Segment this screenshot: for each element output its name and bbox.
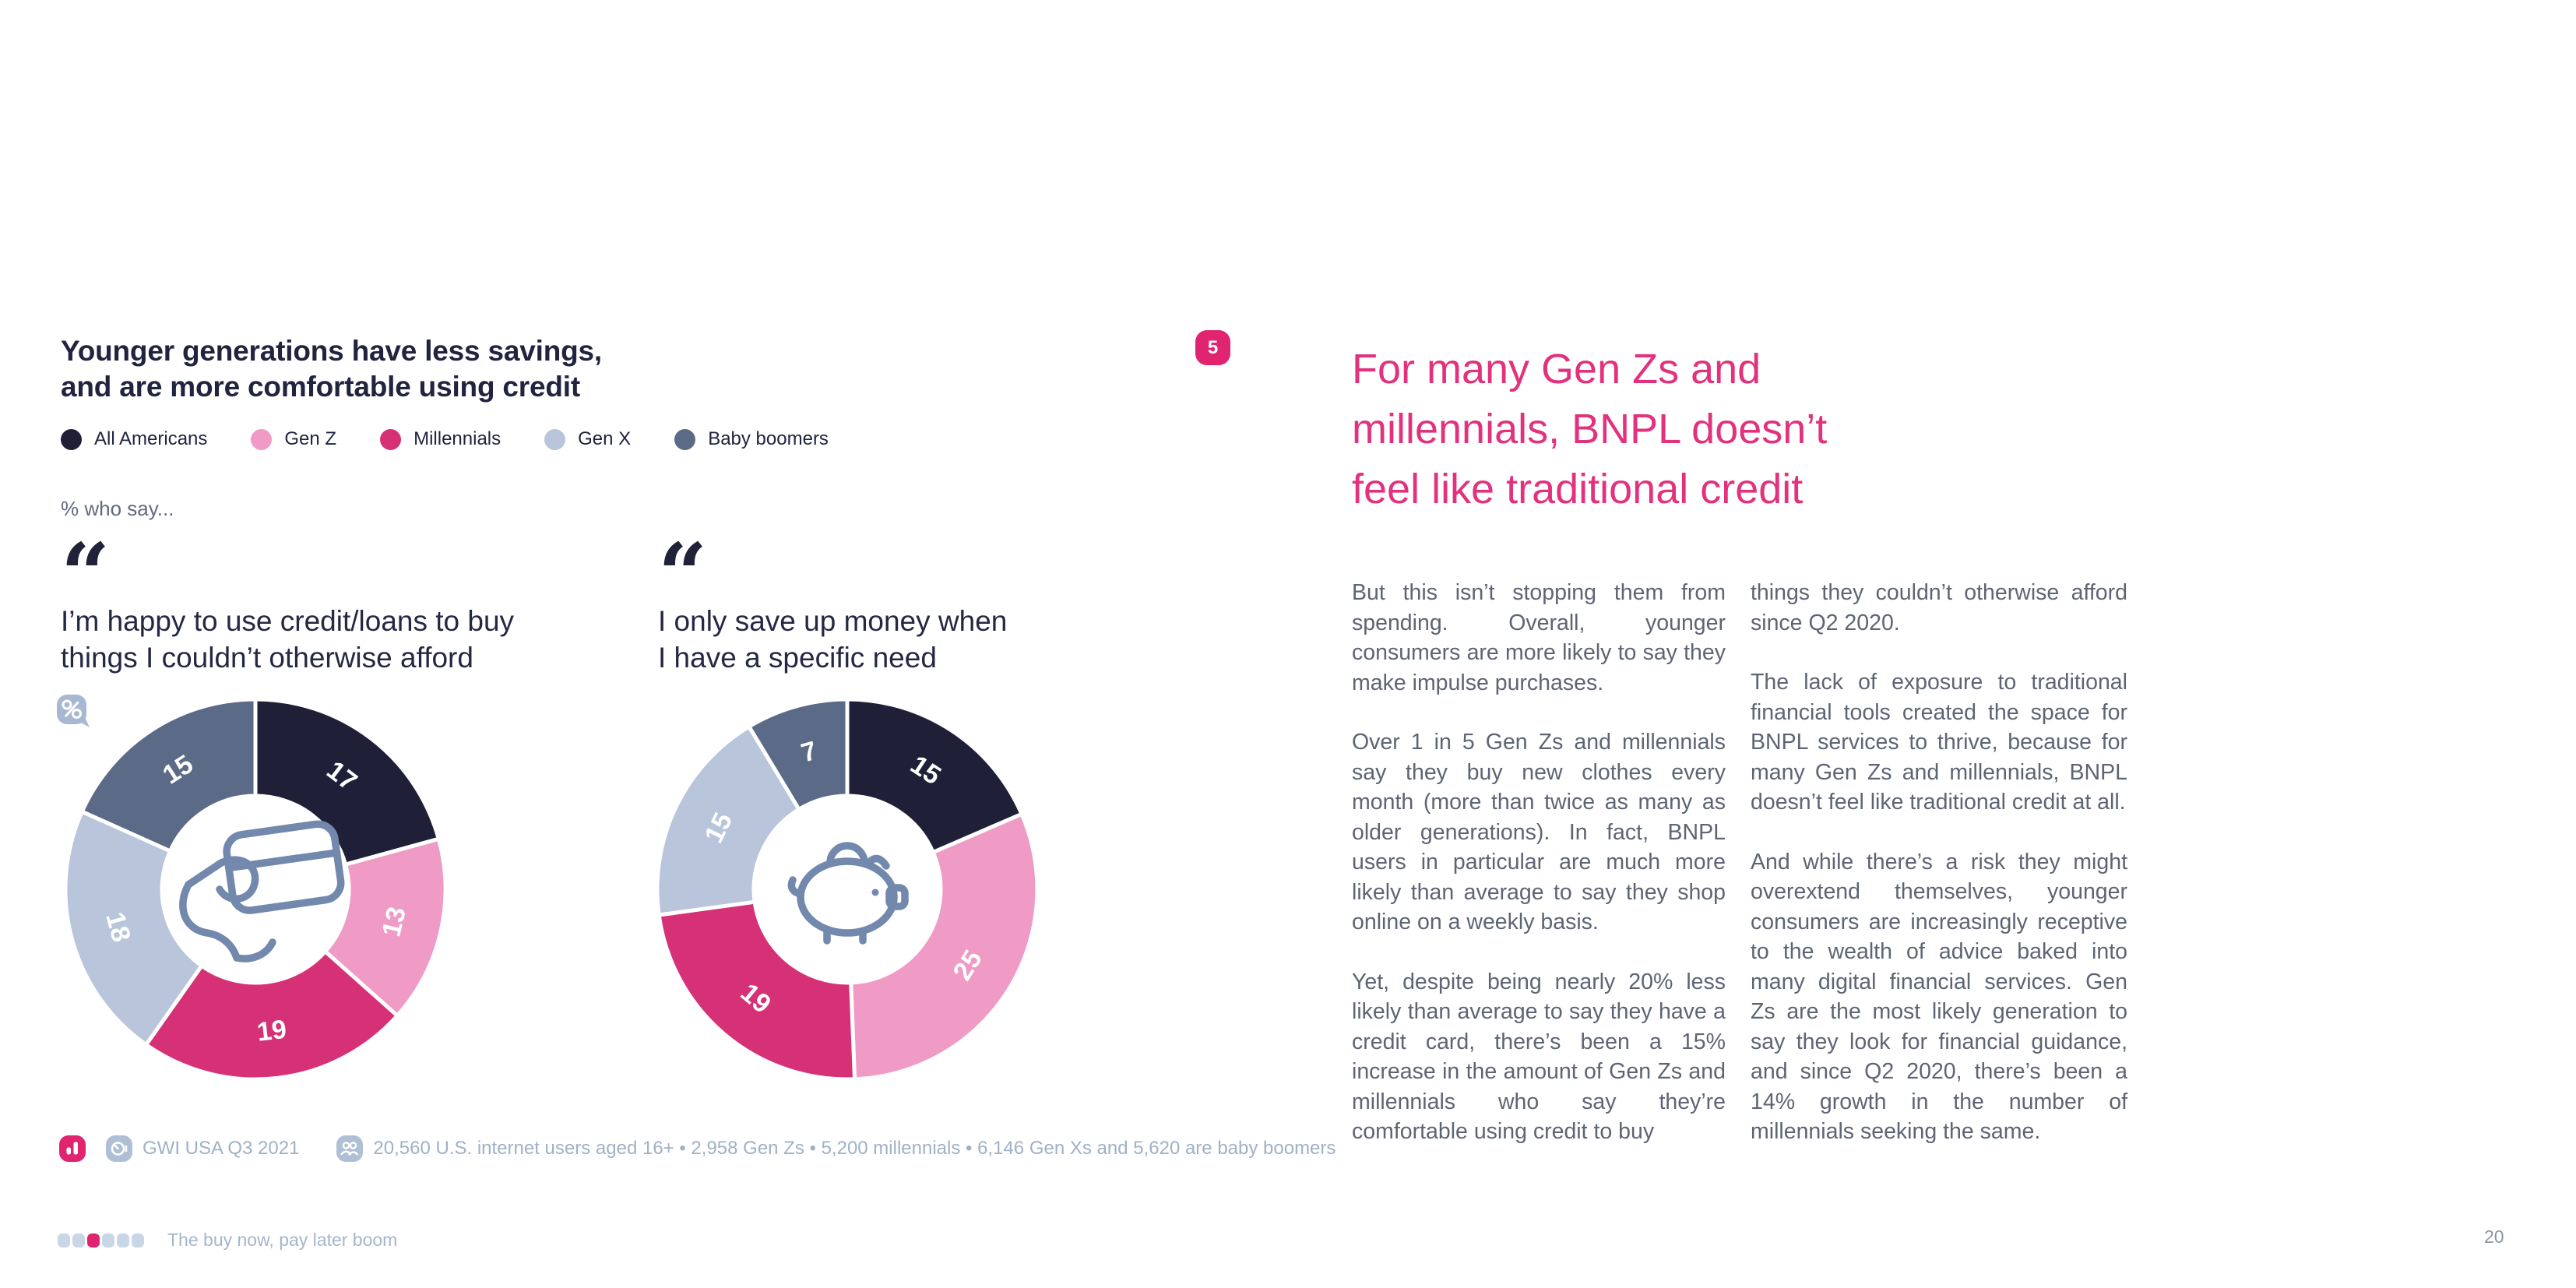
body-column-2: things they couldn’t otherwise afford si… — [1751, 578, 2127, 1177]
legend-label: Millennials — [413, 428, 501, 449]
pagination-dots — [58, 1233, 144, 1248]
legend-dot — [61, 428, 82, 450]
legend-label: Baby boomers — [708, 428, 829, 449]
audience-icon — [336, 1135, 364, 1162]
chart-legend: All Americans Gen Z Millennials Gen X Baby b… — [61, 428, 829, 450]
slide-number-badge: 5 — [1195, 330, 1230, 365]
legend-dot — [380, 428, 402, 450]
section-heading: For many Gen Zs and millennials, BNPL do… — [1352, 346, 1828, 512]
chart-title: Younger generations have less savings, a… — [61, 335, 602, 403]
legend-item: Millennials — [380, 428, 501, 450]
chart-subtitle: % who say... — [61, 497, 174, 520]
legend-item: Baby boomers — [674, 428, 829, 450]
body-column-1: But this isn’t stopping them from spendi… — [1352, 578, 1726, 1177]
donut-value-label: 19 — [255, 1015, 288, 1047]
body-paragraph: And while there’s a risk they might over… — [1751, 849, 2127, 1145]
page-footer: The buy now, pay later boom — [58, 1230, 397, 1251]
source-row: GWI USA Q3 2021 20,560 U.S. internet use… — [59, 1135, 1336, 1162]
piggy-bank-icon — [787, 842, 909, 945]
pagination-dot — [87, 1233, 100, 1248]
quote-mark: “ — [61, 524, 111, 625]
legend-dot — [674, 428, 696, 450]
slide-number: 5 — [1207, 336, 1219, 358]
pagination-dot — [72, 1233, 85, 1248]
body-paragraph: Yet, despite being nearly 20% less likel… — [1352, 969, 1726, 1145]
legend-label: Gen Z — [284, 428, 337, 449]
source-survey: GWI USA Q3 2021 — [143, 1138, 300, 1159]
quote-block-1: “ I’m happy to use credit/loans to buy t… — [61, 524, 515, 676]
donut-value-label: 13 — [376, 904, 412, 940]
quote-text-1: I’m happy to use credit/loans to buy thi… — [61, 605, 515, 674]
donut-hole — [754, 796, 941, 983]
legend-label: All Americans — [94, 428, 208, 449]
source-sample: 20,560 U.S. internet users aged 16+ • 2,… — [373, 1138, 1336, 1159]
legend-dot — [251, 428, 273, 450]
quote-block-2: “ I only save up money when I have a spe… — [658, 524, 1008, 676]
body-paragraph: But this isn’t stopping them from spendi… — [1352, 580, 1726, 695]
credit-card-hand-icon — [179, 820, 345, 962]
pagination-dot — [132, 1233, 144, 1248]
quote-text-2: I only save up money when I have a speci… — [658, 605, 1008, 674]
bar-chart-icon — [59, 1135, 86, 1162]
legend-item: Gen Z — [251, 428, 336, 450]
legend-dot — [544, 428, 566, 450]
gwi-logo-icon — [106, 1135, 132, 1162]
report-title: The buy now, pay later boom — [167, 1230, 398, 1250]
quote-mark: “ — [658, 524, 708, 625]
pagination-dot — [102, 1233, 114, 1248]
body-paragraph: things they couldn’t otherwise afford si… — [1751, 580, 2127, 635]
pagination-dot — [117, 1233, 129, 1248]
legend-item: Gen X — [544, 428, 631, 450]
body-paragraph: The lack of exposure to traditional fina… — [1751, 670, 2127, 815]
pagination-dot — [58, 1233, 70, 1248]
body-paragraph: Over 1 in 5 Gen Zs and millennials say t… — [1352, 730, 1726, 934]
legend-item: All Americans — [61, 428, 207, 450]
page-number: 20 — [2484, 1226, 2504, 1247]
percent-tooltip-icon — [56, 694, 90, 728]
legend-label: Gen X — [578, 428, 632, 449]
